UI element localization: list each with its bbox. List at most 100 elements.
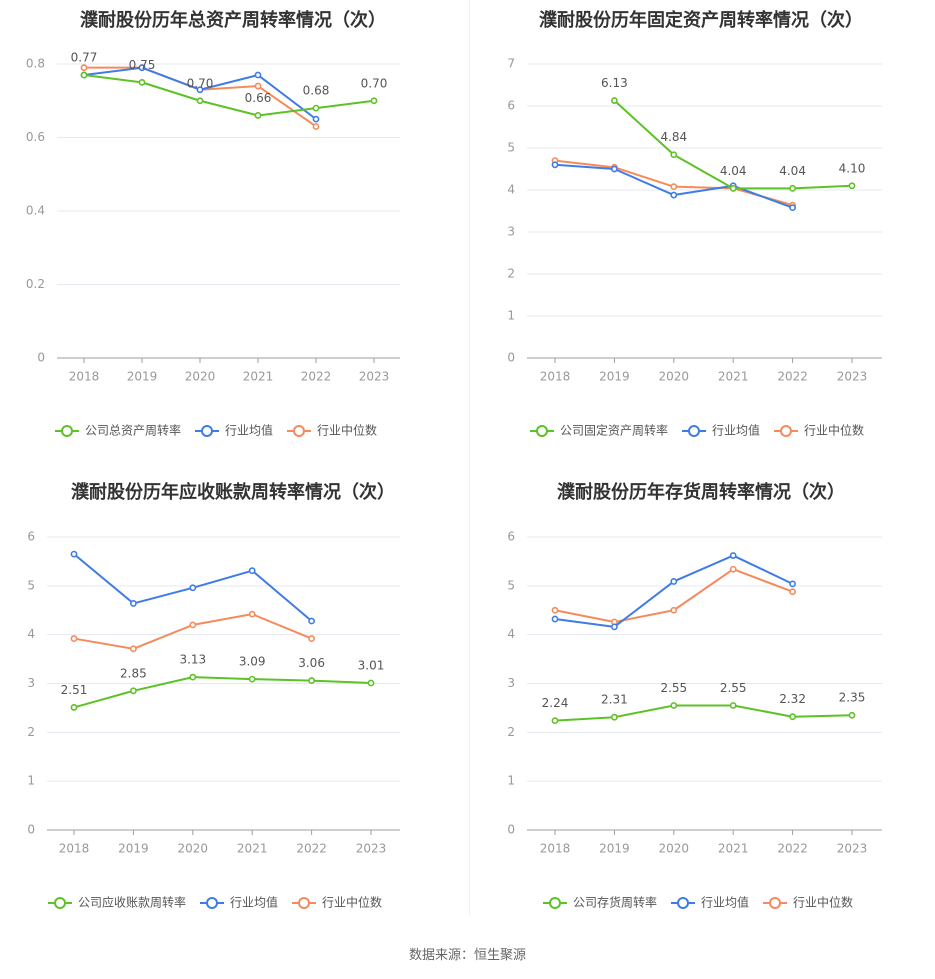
data-source-note: 数据来源：恒生聚源 [408,948,526,963]
data-point-industry_avg [308,617,315,625]
legend-label: 公司总资产周转率 [85,423,181,438]
data-point-industry_median [729,565,737,573]
legend-swatch-marker [206,897,218,909]
y-tick-label: 3 [27,676,35,690]
data-point-industry_median [789,588,796,596]
chart-svg: 濮耐股份历年存货周转率情况（次） 0 1 2 3 4 5 6 2018 2019 2020 2021 2… [507,481,882,910]
data-label: 2.32 [779,692,806,706]
data-label: 3.01 [358,659,385,673]
data-point-industry_avg [610,623,618,631]
panel-divider [469,0,470,915]
x-tick-label: 2019 [118,842,149,856]
x-tick-label: 2021 [243,370,274,384]
data-point-industry_avg [789,204,796,212]
data-point-industry_median [670,183,678,191]
data-point-industry_median [254,82,262,90]
x-tick-label: 2021 [718,842,749,856]
legend-swatch-marker [61,425,73,437]
data-point-company [367,679,375,687]
data-label: 2.24 [542,696,569,710]
x-tick-label: 2023 [837,370,868,384]
legend-swatch-marker [780,425,792,437]
x-tick-label: 2022 [296,842,327,856]
legend-label: 公司存货周转率 [573,895,657,910]
y-tick-label: 2 [27,725,35,739]
data-point-industry_avg [610,165,618,173]
y-tick-label: 3 [507,225,515,239]
data-label: 0.68 [303,84,330,98]
data-label: 3.09 [239,655,266,669]
data-point-company [848,182,856,190]
x-tick-label: 2019 [599,842,630,856]
y-tick-label: 2 [507,267,515,281]
y-tick-label: 3 [507,676,515,690]
y-tick-label: 4 [507,627,515,641]
legend-swatch-marker [549,897,561,909]
data-point-industry_median [129,645,137,653]
data-point-company [610,713,618,721]
data-point-company [729,702,737,709]
data-label: 2.35 [839,691,866,705]
y-tick-label: 6 [507,530,515,544]
data-label: 0.77 [71,51,98,65]
x-tick-label: 2022 [777,370,808,384]
data-label: 4.04 [779,164,806,178]
chart-inventory-turnover: 濮耐股份历年存货周转率情况（次） 0 1 2 3 4 5 6 2018 2019 2020 2021 2… [468,470,935,940]
y-tick-label: 2 [507,725,515,739]
y-tick-label: 5 [507,141,515,155]
data-point-company [248,675,256,683]
legend-swatch-marker [536,425,548,437]
data-point-company [70,704,78,711]
legend-swatch-marker [688,425,700,437]
x-tick-label: 2019 [127,370,158,384]
data-point-company [312,104,320,112]
x-tick-label: 2020 [659,370,690,384]
data-point-industry_median [70,635,78,642]
y-tick-label: 0 [507,823,515,837]
data-point-industry_avg [729,552,737,559]
data-point-company [729,184,737,192]
x-tick-label: 2023 [837,842,868,856]
chart-title: 濮耐股份历年存货周转率情况（次） [557,481,845,503]
data-label: 3.06 [298,656,325,670]
x-tick-label: 2023 [356,842,387,856]
data-point-company [370,97,378,105]
data-point-industry_median [248,610,256,618]
data-point-industry_median [308,635,315,642]
x-tick-label: 2019 [599,370,630,384]
data-point-industry_avg [138,64,146,72]
y-tick-label: 5 [507,578,515,592]
y-tick-label: 7 [507,57,515,71]
data-point-industry_avg [248,567,256,575]
x-tick-label: 2021 [718,370,749,384]
y-tick-label: 4 [507,183,515,197]
chart-title: 濮耐股份历年固定资产周转率情况（次） [539,9,863,31]
data-point-industry_median [80,64,88,72]
data-point-industry_median [312,123,320,130]
data-point-company [80,71,88,79]
data-label: 4.84 [660,130,687,144]
data-point-company [308,677,315,684]
series-line-industry_avg [554,554,794,628]
x-tick-label: 2022 [777,842,808,856]
legend-swatch-marker [769,897,781,909]
legend-label: 行业中位数 [317,423,377,438]
legend-swatch-marker [677,897,689,909]
chart-svg: 濮耐股份历年固定资产周转率情况（次） 0 1 2 3 4 5 6 7 2018 2019 2020 20… [507,9,882,438]
data-point-industry_avg [670,191,678,199]
x-tick-label: 2018 [59,842,90,856]
data-label: 4.04 [720,164,747,178]
y-tick-label: 0.6 [26,130,45,144]
y-tick-label: 4 [27,627,35,641]
chart-total-asset-turnover: 濮耐股份历年总资产周转率情况（次） 0 0.2 0.4 0.6 0.8 2018 2019 20… [0,0,467,470]
data-label: 4.10 [839,161,866,175]
legend-label: 行业中位数 [322,895,382,910]
data-point-company [670,702,678,709]
data-point-company [848,711,856,719]
data-label: 3.13 [179,653,206,667]
y-tick-label: 0 [507,351,515,365]
y-tick-label: 1 [507,774,515,788]
data-point-industry_avg [189,584,197,592]
data-point-company [138,78,146,86]
data-label: 2.85 [120,666,147,680]
